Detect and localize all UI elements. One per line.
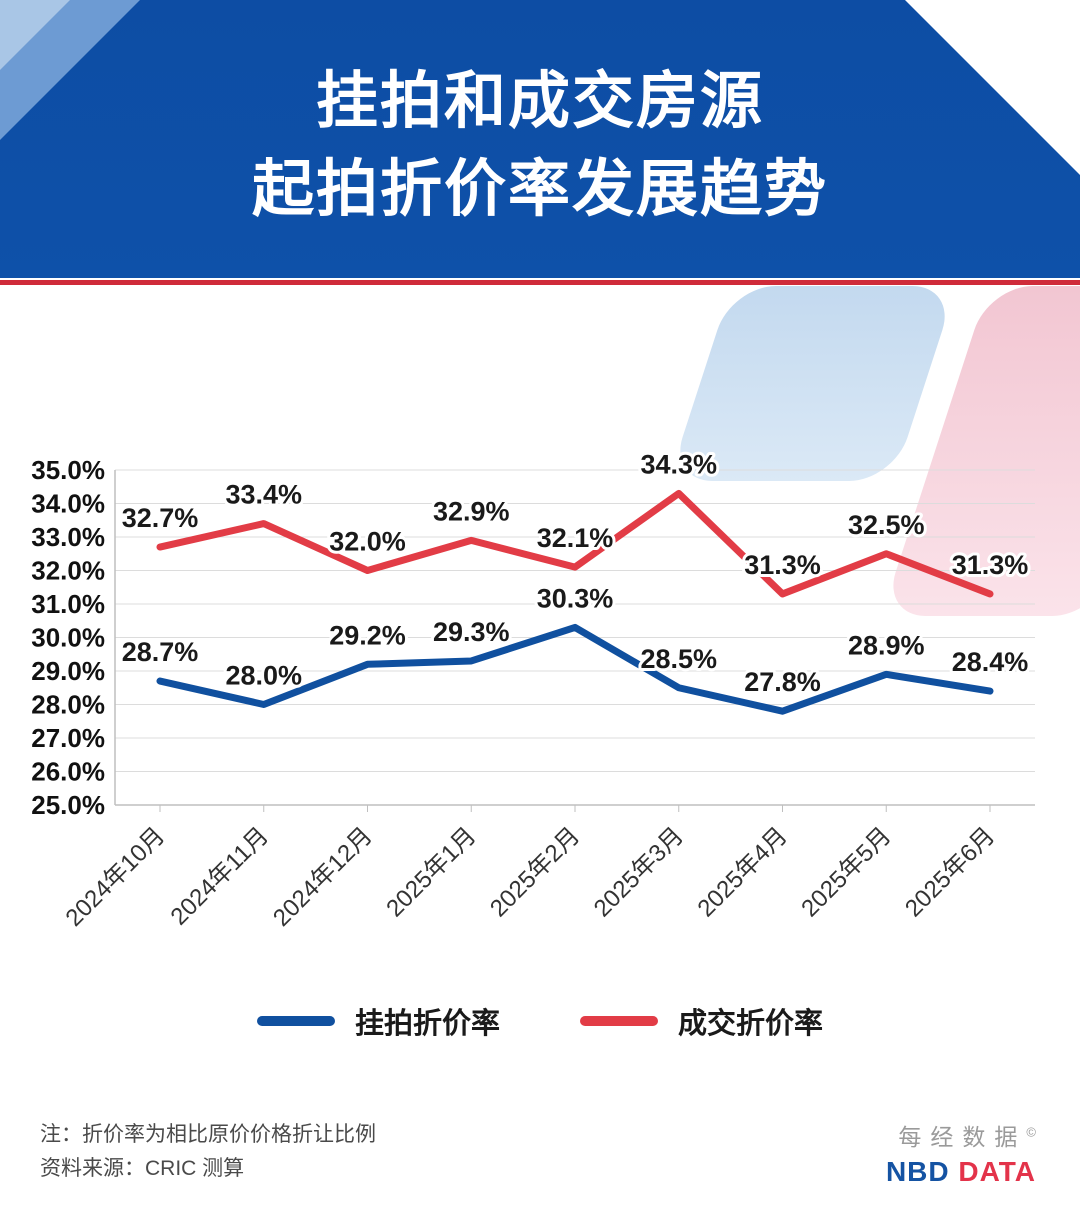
svg-text:2024年10月: 2024年10月 [61,822,171,932]
svg-text:30.3%: 30.3% [537,583,614,613]
svg-text:26.0%: 26.0% [31,757,105,787]
svg-text:2024年12月: 2024年12月 [268,822,378,932]
page-title-line1: 挂拍和成交房源 [315,67,764,136]
legend-swatch-red [580,1016,658,1026]
logo-nbd: NBD [885,1156,950,1187]
svg-text:30.0%: 30.0% [31,623,105,653]
svg-text:31.0%: 31.0% [31,589,105,619]
svg-text:2025年1月: 2025年1月 [381,822,481,922]
logo-chinese-text: 每经数据© [898,1124,1036,1150]
trend-chart: 25.0% 26.0% 27.0% 28.0% 29.0% 30.0% 31.0% 32.0%… [20,440,1060,1000]
svg-text:28.7%: 28.7% [122,637,199,667]
svg-text:32.0%: 32.0% [329,527,406,557]
svg-text:32.7%: 32.7% [122,503,199,533]
legend-swatch-blue [256,1016,335,1026]
page-title-line2: 起拍折价率发展趋势 [251,155,828,224]
svg-text:32.1%: 32.1% [537,523,614,553]
page-title: 挂拍和成交房源 起拍折价率发展趋势 [0,58,1080,234]
svg-text:32.9%: 32.9% [433,496,510,526]
svg-text:31.3%: 31.3% [952,550,1029,580]
svg-text:34.3%: 34.3% [640,449,717,479]
svg-text:28.0%: 28.0% [31,690,105,720]
svg-text:29.3%: 29.3% [433,617,510,647]
svg-text:2025年4月: 2025年4月 [693,822,793,922]
logo-data: DATA [958,1156,1036,1187]
svg-text:25.0%: 25.0% [31,790,105,820]
svg-text:29.2%: 29.2% [329,620,406,650]
footnotes: 注：折价率为相比原价价格折让比例 资料来源：CRIC 测算 [40,1118,376,1186]
legend-label-listed-discount: 挂拍折价率 [354,1008,500,1040]
svg-text:2025年6月: 2025年6月 [900,822,1000,922]
svg-text:2024年11月: 2024年11月 [166,822,274,930]
svg-text:28.9%: 28.9% [848,630,925,660]
svg-text:28.4%: 28.4% [952,647,1029,677]
svg-text:33.4%: 33.4% [225,480,302,510]
svg-text:2025年2月: 2025年2月 [485,822,585,922]
legend-item-listed-discount: 挂拍折价率 [256,1000,500,1042]
legend-item-sold-discount: 成交折价率 [580,1000,823,1042]
legend-label-sold-discount: 成交折价率 [678,1008,824,1040]
chart-legend: 挂拍折价率 成交折价率 [0,1000,1080,1042]
svg-text:34.0%: 34.0% [31,489,105,519]
svg-text:2025年3月: 2025年3月 [589,822,689,922]
header-banner: 挂拍和成交房源 起拍折价率发展趋势 [0,0,1080,278]
svg-text:27.0%: 27.0% [31,723,105,753]
svg-text:27.8%: 27.8% [744,667,821,697]
logo-english-text: NBD DATA [886,1156,1036,1188]
svg-text:32.0%: 32.0% [31,556,105,586]
nbd-data-logo: 每经数据© NBD DATA [886,1118,1036,1188]
svg-text:31.3%: 31.3% [744,550,821,580]
svg-text:32.5%: 32.5% [848,510,925,540]
svg-text:35.0%: 35.0% [31,455,105,485]
copyright-symbol: © [1026,1124,1036,1140]
header-accent-line [0,280,1080,285]
footnote-definition: 注：折价率为相比原价价格折让比例 [40,1123,376,1146]
svg-text:29.0%: 29.0% [31,656,105,686]
svg-text:2025年5月: 2025年5月 [796,822,896,922]
svg-text:33.0%: 33.0% [31,522,105,552]
svg-text:28.0%: 28.0% [225,661,302,691]
trend-chart-svg: 25.0%26.0%27.0%28.0%29.0%30.0%31.0%32.0%… [31,446,1035,932]
svg-text:28.5%: 28.5% [640,644,717,674]
footnote-source: 资料来源：CRIC 测算 [40,1157,245,1180]
